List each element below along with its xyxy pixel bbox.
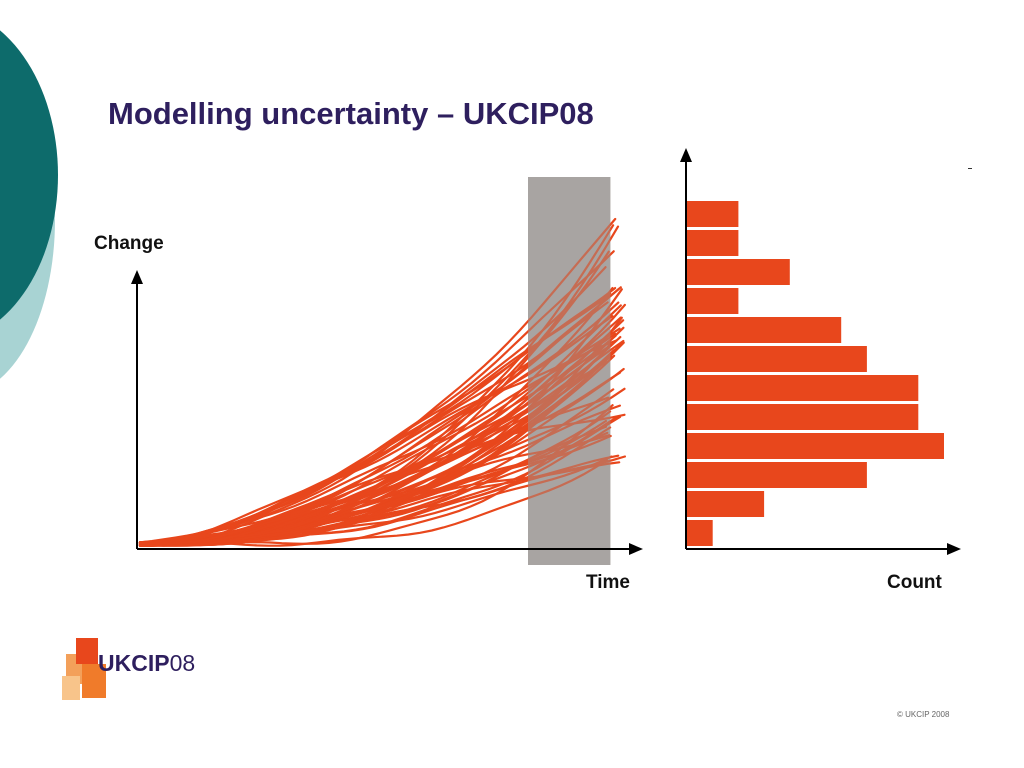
projection-line bbox=[138, 360, 608, 545]
hist-y-axis-arrow bbox=[680, 148, 692, 162]
ensemble-line-plot bbox=[131, 177, 643, 565]
logo-wordmark: UKCIP08 bbox=[98, 650, 196, 676]
projection-line bbox=[138, 224, 615, 544]
projection-line bbox=[138, 415, 622, 547]
histogram-bar bbox=[687, 491, 765, 517]
histogram-bar bbox=[687, 404, 919, 430]
slide-decoration bbox=[0, 30, 58, 379]
histogram-bar bbox=[687, 433, 944, 459]
projection-line bbox=[138, 388, 615, 547]
ukcip-logo: UKCIP08 bbox=[62, 634, 222, 704]
x-axis-arrow bbox=[629, 543, 643, 555]
histogram-bar bbox=[687, 462, 867, 488]
histogram-bar bbox=[687, 230, 739, 256]
logo-squares-icon bbox=[62, 638, 106, 700]
projection-line bbox=[138, 250, 615, 547]
projection-line bbox=[138, 371, 622, 545]
histogram-bar bbox=[687, 375, 919, 401]
x-axis-label: Time bbox=[586, 572, 631, 593]
histogram-bar bbox=[687, 288, 739, 314]
copyright-text: © UKCIP 2008 bbox=[897, 710, 950, 719]
histogram-bar bbox=[687, 317, 842, 343]
y-axis-arrow bbox=[131, 270, 143, 284]
histogram-x-axis-label: Count bbox=[887, 572, 942, 593]
shaded-time-window-overlay bbox=[528, 177, 611, 565]
histogram-bars bbox=[687, 201, 944, 546]
hist-x-axis-arrow bbox=[947, 543, 961, 555]
projection-lines bbox=[138, 217, 626, 547]
stray-dash-mark bbox=[968, 168, 972, 169]
slide-title: Modelling uncertainty – UKCIP08 bbox=[108, 96, 594, 131]
count-histogram bbox=[680, 148, 961, 555]
y-axis-label: Change bbox=[94, 233, 164, 254]
histogram-bar bbox=[687, 201, 739, 227]
histogram-bar bbox=[687, 259, 790, 285]
histogram-bar bbox=[687, 346, 867, 372]
histogram-bar bbox=[687, 520, 713, 546]
deco-dark-ellipse bbox=[0, 30, 58, 320]
